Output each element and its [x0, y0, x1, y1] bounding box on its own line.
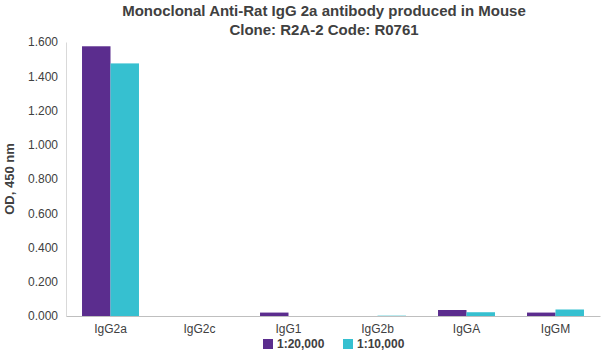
y-tick-label: 0.800 — [28, 172, 58, 186]
bar — [289, 316, 317, 317]
legend-item: 1:20,000 — [263, 337, 325, 351]
y-tick: 0.800 — [28, 172, 66, 186]
legend-swatch — [343, 339, 353, 349]
legend-label: 1:10,000 — [357, 337, 405, 351]
x-tick-label: IgG2a — [94, 322, 127, 336]
x-tick: IgG2b — [361, 316, 394, 336]
bar — [200, 316, 228, 317]
bar — [82, 46, 110, 316]
y-tick-label: 0.600 — [28, 207, 58, 221]
bar — [260, 313, 288, 316]
x-tick-label: IgGA — [453, 322, 480, 336]
legend: 1:20,000 1:10,000 — [263, 337, 405, 351]
x-tick-label: IgG2c — [183, 322, 215, 336]
x-tick: IgGM — [541, 316, 570, 336]
y-tick-label: 1.200 — [28, 104, 58, 118]
y-tick-label: 0.000 — [28, 309, 58, 323]
y-axis: 0.000 0.200 0.400 0.600 0.800 1.000 1.200 1.400… — [28, 35, 67, 323]
y-tick: 0.200 — [28, 275, 66, 289]
y-tick-label: 1.400 — [28, 70, 58, 84]
chart: Monoclonal Anti-Rat IgG 2a antibody prod… — [0, 0, 608, 360]
y-tick: 1.600 — [28, 35, 66, 49]
x-tick-label: IgG1 — [275, 322, 301, 336]
bar — [171, 316, 199, 317]
y-tick-label: 0.400 — [28, 241, 58, 255]
x-axis-line — [67, 316, 601, 317]
x-tick: IgG1 — [275, 316, 301, 336]
y-tick: 1.400 — [28, 70, 66, 84]
legend-label: 1:20,000 — [277, 337, 325, 351]
bar — [527, 313, 555, 316]
bars — [82, 46, 584, 316]
legend-item: 1:10,000 — [343, 337, 405, 351]
bar — [467, 312, 495, 316]
bar — [111, 63, 139, 316]
y-axis-line — [66, 43, 67, 317]
title: Monoclonal Anti-Rat IgG 2a antibody prod… — [122, 2, 526, 19]
y-tick-label: 1.000 — [28, 138, 58, 152]
series — [82, 46, 555, 316]
x-tick-label: IgG2b — [361, 322, 394, 336]
plot-area: 0.000 0.200 0.400 0.600 0.800 1.000 1.200 1.400… — [28, 35, 601, 335]
y-tick-label: 0.200 — [28, 275, 58, 289]
bar — [349, 316, 377, 317]
x-tick: IgGA — [453, 316, 480, 336]
x-tick: IgG2a — [94, 316, 127, 336]
series — [111, 63, 584, 316]
y-tick: 1.000 — [28, 138, 66, 152]
subtitle: Clone: R2A-2 Code: R0761 — [229, 21, 418, 38]
y-tick: 1.200 — [28, 104, 66, 118]
bar — [378, 315, 406, 316]
y-tick: 0.600 — [28, 207, 66, 221]
y-axis-title: OD, 450 nm — [2, 143, 17, 215]
bar — [438, 310, 466, 316]
legend-swatch — [263, 339, 273, 349]
y-tick-label: 1.600 — [28, 35, 58, 49]
x-axis: IgG2a IgG2c IgG1 IgG2b IgGA IgGM — [67, 316, 601, 336]
y-tick: 0.000 — [28, 309, 66, 323]
x-tick: IgG2c — [183, 316, 215, 336]
bar — [556, 309, 584, 316]
x-tick-label: IgGM — [541, 322, 570, 336]
y-tick: 0.400 — [28, 241, 66, 255]
